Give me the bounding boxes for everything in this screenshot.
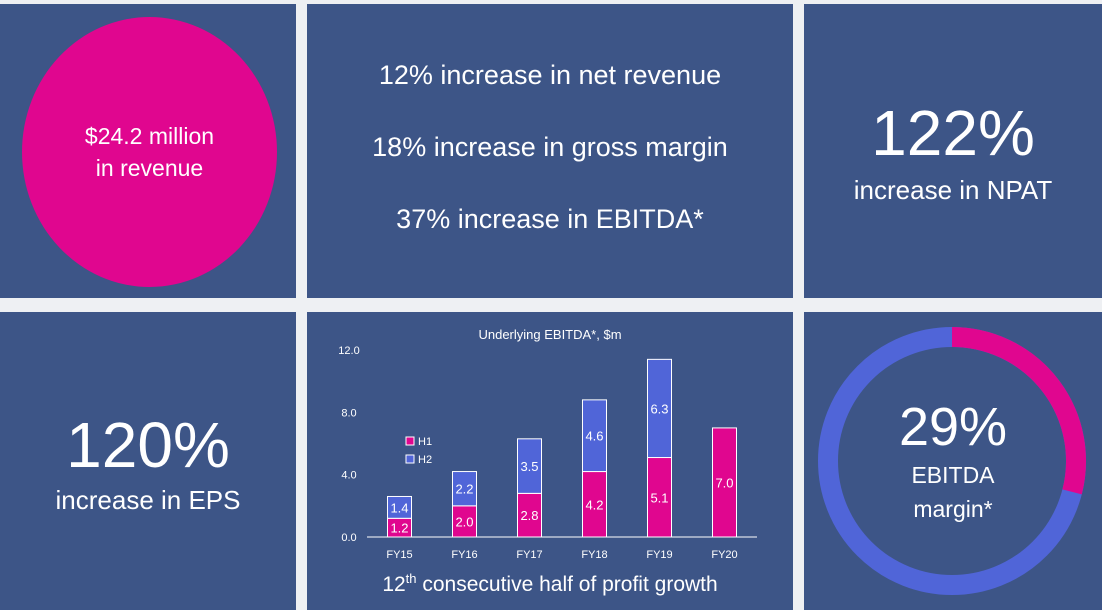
stat-gross-margin: 18% increase in gross margin: [372, 132, 728, 162]
donut-margin-arc: [951, 327, 1086, 495]
revenue-caption: in revenue: [95, 155, 204, 181]
revenue-tile: $24.2 million in revenue: [0, 4, 296, 298]
margin-label-line2: margin*: [913, 496, 993, 522]
y-tick-label: 4.0: [341, 470, 356, 482]
bar-h2-fy15: [387, 495, 412, 519]
ebitda-bar-chart: Underlying EBITDA*, $m 0.0 4.0 8.0 12.0 1.2…: [338, 327, 757, 561]
bar-h1-fy17: [517, 492, 542, 538]
bar-value-label: 4.2: [585, 497, 603, 512]
bar-value-label: 4.6: [585, 429, 603, 444]
x-tick-label: FY20: [711, 549, 737, 561]
bar-value-label: 6.3: [650, 401, 668, 416]
ebitda-margin-donut: [818, 327, 1086, 595]
x-tick-label: FY16: [451, 549, 477, 561]
caption-number: 12: [382, 573, 406, 596]
bar-value-label: 5.1: [650, 490, 668, 505]
revenue-amount: $24.2 million: [84, 123, 215, 149]
npat-value: 122%: [871, 97, 1035, 169]
legend-label-h1: H1: [418, 436, 432, 448]
bar-value-label: 3.5: [520, 459, 538, 474]
bar-h2-fy19: [647, 358, 672, 459]
bar-h1-fy19: [647, 457, 672, 538]
legend-label-h2: H2: [418, 454, 432, 466]
eps-label: increase in EPS: [55, 485, 241, 515]
bar-value-label: 2.2: [455, 482, 473, 497]
bar-value-label: 7.0: [715, 475, 733, 490]
y-tick-label: 0.0: [341, 532, 356, 544]
eps-value: 120%: [66, 409, 230, 481]
stat-net-revenue: 12% increase in net revenue: [378, 60, 722, 90]
legend-swatch-h1: [405, 436, 415, 446]
bar-value-label: 2.8: [520, 508, 538, 523]
legend-swatch-h2: [405, 454, 415, 464]
growth-stats-tile: 12% increase in net revenue 18% increase…: [307, 4, 793, 298]
revenue-circle: $24.2 million in revenue: [22, 17, 277, 287]
bar-h2-fy16: [452, 471, 477, 507]
margin-value: 29%: [898, 397, 1008, 457]
bar-value-label: 2.0: [455, 514, 473, 529]
caption-text: consecutive half of profit growth: [416, 573, 718, 596]
ebitda-chart-tile: Underlying EBITDA*, $m 0.0 4.0 8.0 12.0 1.2…: [307, 312, 793, 610]
stat-ebitda: 37% increase in EBITDA*: [396, 204, 704, 234]
y-tick-label: 12.0: [338, 345, 359, 357]
chart-caption: 12th consecutive half of profit growth: [307, 571, 793, 597]
bar-h1-fy18: [582, 471, 607, 538]
npat-tile: 122% increase in NPAT: [804, 4, 1102, 298]
x-tick-label: FY15: [386, 549, 412, 561]
npat-label: increase in NPAT: [853, 175, 1053, 205]
ebitda-margin-tile: 29% EBITDA margin*: [804, 312, 1102, 610]
x-tick-label: FY17: [516, 549, 542, 561]
eps-tile: 120% increase in EPS: [0, 312, 296, 610]
x-tick-label: FY19: [646, 549, 672, 561]
bar-value-label: 1.4: [390, 500, 408, 515]
y-tick-label: 8.0: [341, 407, 356, 419]
x-tick-label: FY18: [581, 549, 607, 561]
caption-ordinal: th: [405, 571, 417, 586]
bar-h2-fy18: [582, 399, 607, 473]
chart-title: Underlying EBITDA*, $m: [478, 327, 621, 342]
margin-label-line1: EBITDA: [911, 462, 995, 488]
bar-value-label: 1.2: [390, 521, 408, 536]
bar-h2-fy17: [517, 438, 542, 494]
